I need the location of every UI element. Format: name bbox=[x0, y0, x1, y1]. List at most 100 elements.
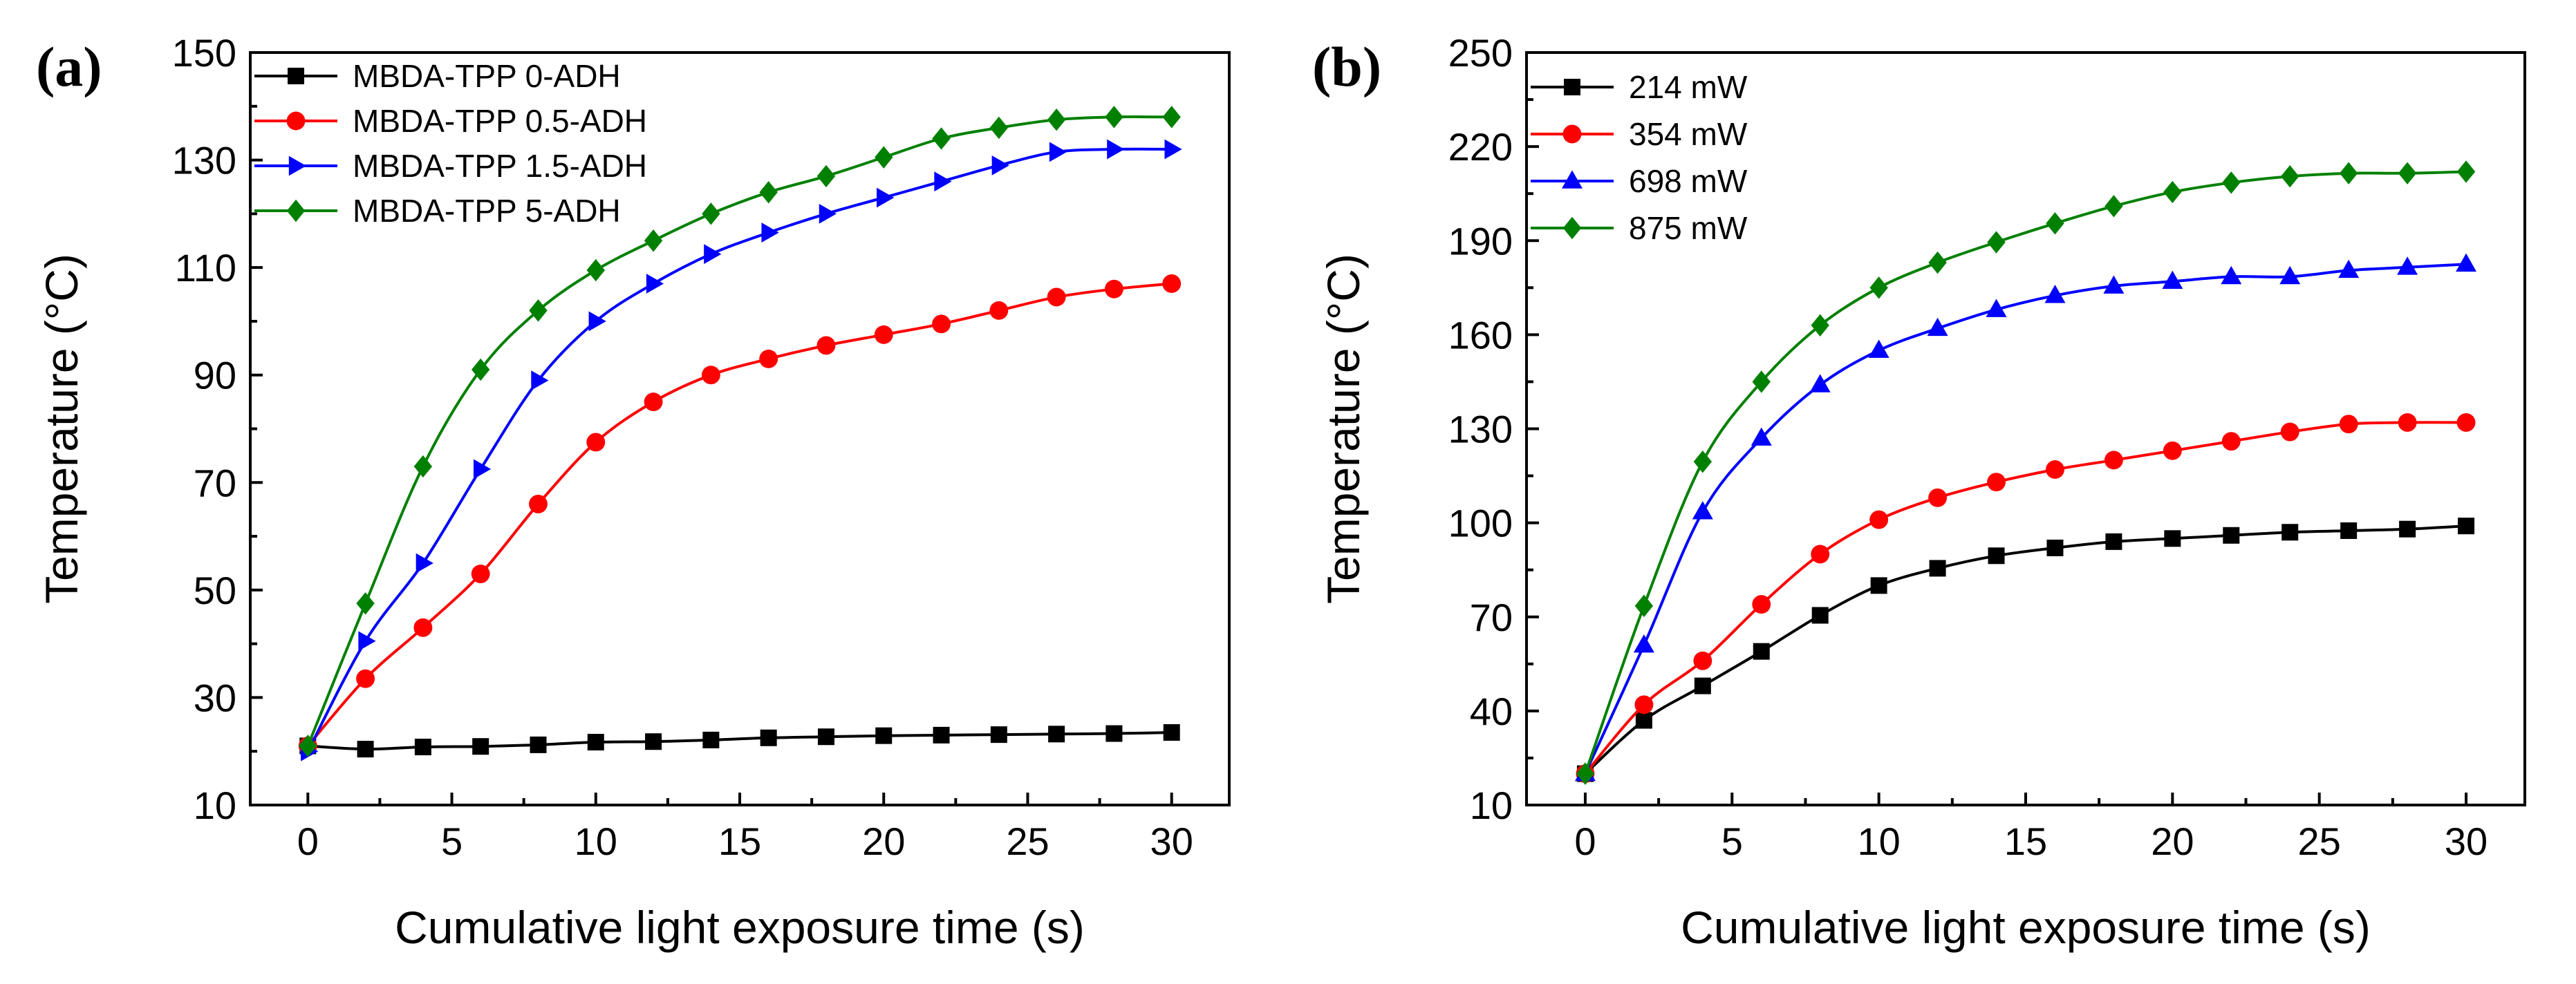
panel-b-series-4-point bbox=[1987, 231, 2006, 254]
panel-b-legend-label: 698 mW bbox=[1629, 163, 1748, 199]
panel-a-series-4-point bbox=[702, 202, 720, 225]
panel-a-x-tick-label: 15 bbox=[718, 820, 761, 863]
panel-a-y-tick-label: 70 bbox=[194, 461, 236, 504]
panel-b-series-3-point bbox=[2279, 265, 2301, 285]
panel-b-series-3-point bbox=[2044, 285, 2066, 303]
panel-b-series-4-point bbox=[2456, 160, 2476, 183]
panel-a-series-4-point bbox=[875, 146, 893, 169]
panel-a-series-3-point bbox=[877, 187, 895, 208]
panel-b-legend: 214 mW 354 mW 698 mW 875 mW bbox=[1531, 69, 1748, 246]
panel-a-series-4-point bbox=[471, 358, 490, 381]
panel-a-series-3-point bbox=[531, 370, 549, 390]
panel-b-y-tick-label: 220 bbox=[1448, 125, 1513, 169]
panel-b-series-3-point bbox=[2397, 256, 2418, 275]
panel-a-series-2-point bbox=[759, 349, 778, 368]
panel-b-series-3-point bbox=[1809, 374, 1831, 392]
panel-a-series-2-point bbox=[932, 314, 951, 334]
panel-b-legend-marker bbox=[1564, 79, 1580, 95]
panel-b-series-1-point bbox=[2399, 520, 2416, 538]
panel-b-y-tick-label: 10 bbox=[1470, 784, 1513, 827]
panel-a-legend-label: MBDA-TPP 1.5-ADH bbox=[353, 148, 647, 184]
panel-a-legend-label: MBDA-TPP 0.5-ADH bbox=[353, 103, 647, 139]
panel-a-y-tick-label: 110 bbox=[175, 246, 236, 290]
panel-a-legend-marker bbox=[286, 199, 306, 223]
panel-a-series-3-point bbox=[934, 171, 952, 192]
panel-a-series-3-point bbox=[991, 155, 1009, 176]
panel-b-series-2-point bbox=[2221, 432, 2241, 451]
panel-a-series-4-point bbox=[759, 181, 778, 204]
panel-b-series-3-point bbox=[1692, 501, 1713, 520]
panel-a-series-2-point bbox=[1104, 279, 1123, 299]
panel-b-series-1-point bbox=[1929, 560, 1946, 577]
panel-b-series-4-point bbox=[2046, 212, 2064, 235]
panel-b-y-tick-label: 100 bbox=[1448, 502, 1513, 545]
panel-b-series-4 bbox=[1576, 160, 2476, 785]
panel-a-series-4-point bbox=[989, 116, 1009, 140]
panel-a-series-2-point bbox=[1047, 287, 1066, 307]
panel-a-y-axis-title: Temperature (°C) bbox=[36, 254, 87, 604]
panel-b-series-3-point bbox=[1633, 634, 1654, 653]
panel-b-y-tick-label: 70 bbox=[1470, 596, 1513, 639]
panel-a-x-axis-title: Cumulative light exposure time (s) bbox=[395, 902, 1085, 953]
panel-a-legend-marker bbox=[286, 111, 306, 131]
panel-b-x-tick-label: 20 bbox=[2151, 820, 2194, 863]
panel-a-series-1-point bbox=[990, 726, 1007, 744]
panel-a-series-2-point bbox=[644, 392, 663, 412]
panel-a-chart: (a) 0 5 10 15 20 25 30 10 30 50 70 90 110 130 150 Cumula… bbox=[36, 31, 1231, 953]
panel-a-series-1 bbox=[299, 723, 1180, 758]
panel-b-series-2-point bbox=[2398, 413, 2417, 432]
panel-b-series-2-point bbox=[1634, 695, 1654, 715]
panel-a-series-4-point bbox=[1047, 108, 1066, 131]
panel-b-y-axis-title: Temperature (°C) bbox=[1318, 254, 1369, 604]
panel-b-x-tick-label: 0 bbox=[1574, 820, 1596, 863]
panel-a-label: (a) bbox=[36, 35, 102, 98]
panel-a-series-1-point bbox=[1048, 726, 1065, 743]
panel-b-y-tick-label: 160 bbox=[1448, 313, 1513, 357]
panel-a-series-3-line bbox=[306, 147, 1173, 753]
panel-a-series-1-point bbox=[933, 726, 950, 744]
panel-b-series-4-point bbox=[1634, 594, 1654, 618]
panel-a-series-3-point bbox=[1049, 142, 1067, 162]
panel-a-series-2-line bbox=[306, 282, 1173, 748]
panel-a-series-2-point bbox=[816, 336, 836, 355]
panel-b-series-4-point bbox=[2281, 165, 2299, 188]
panel-b-x-tick-label: 25 bbox=[2298, 820, 2341, 863]
panel-b-legend-marker bbox=[1562, 170, 1583, 189]
panel-b-series-1-point bbox=[1694, 677, 1711, 694]
panel-b-series-2-point bbox=[1752, 595, 1771, 614]
panel-b-series-2-point bbox=[1811, 545, 1830, 564]
panel-b-y-tick-label: 40 bbox=[1470, 690, 1513, 733]
panel-b-series-1-point bbox=[1988, 547, 2005, 565]
panel-a-series-1-point bbox=[472, 738, 489, 755]
panel-b-series-1-point bbox=[1753, 643, 1770, 660]
panel-b-series-2-point bbox=[2339, 415, 2358, 434]
panel-a-series-4-point bbox=[586, 258, 605, 282]
panel-b-series-2-point bbox=[2104, 451, 2123, 470]
panel-a-series-3-point bbox=[1107, 139, 1125, 160]
panel-b-series-2-point bbox=[1987, 473, 2006, 492]
panel-b-x-axis-title: Cumulative light exposure time (s) bbox=[1681, 902, 2371, 953]
panel-b-x-tick-label: 15 bbox=[2004, 820, 2047, 863]
panel-a-series-1-point bbox=[817, 728, 834, 746]
panel-b-series-4-point bbox=[2339, 162, 2358, 184]
panel-a-series-2-point bbox=[529, 494, 548, 513]
panel-b-series-2-point bbox=[2280, 422, 2299, 442]
panel-b-series-1-line bbox=[1583, 524, 2468, 775]
panel-b-series-3-point bbox=[2338, 259, 2360, 278]
panel-a-series-4-point bbox=[816, 164, 836, 188]
panel-a-series-2-point bbox=[413, 618, 433, 637]
panel-a-legend-label: MBDA-TPP 5-ADH bbox=[353, 193, 621, 229]
panel-b-series-4-point bbox=[1811, 314, 1829, 337]
panel-b-series-3-point bbox=[1927, 317, 1948, 337]
panel-a-x-tick-label: 0 bbox=[297, 820, 319, 863]
panel-a-y-tick-label: 50 bbox=[194, 569, 236, 612]
panel-a-series-1-point bbox=[645, 733, 662, 750]
panel-a-series-1-point bbox=[357, 741, 374, 758]
panel-b-series-4-point bbox=[1928, 251, 1947, 274]
panel-a-series-3 bbox=[301, 139, 1182, 761]
panel-a-series-1-line bbox=[306, 731, 1173, 751]
panel-a-series-1-point bbox=[1105, 725, 1123, 742]
panel-a-series-4-point bbox=[1105, 106, 1123, 129]
panel-a-legend-marker bbox=[288, 68, 304, 84]
panel-b-series-1-point bbox=[2340, 522, 2358, 539]
